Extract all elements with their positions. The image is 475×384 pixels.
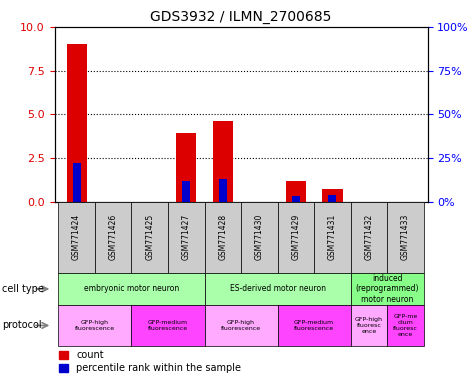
- Text: protocol: protocol: [2, 320, 42, 331]
- Bar: [351, 273, 424, 305]
- Bar: [323, 189, 342, 202]
- Text: GFP-high
fluorescence: GFP-high fluorescence: [221, 320, 261, 331]
- Text: GSM771429: GSM771429: [291, 214, 300, 260]
- Text: GSM771425: GSM771425: [145, 214, 154, 260]
- Bar: [168, 202, 205, 273]
- Bar: [314, 202, 351, 273]
- Bar: [286, 180, 306, 202]
- Bar: [176, 134, 196, 202]
- Text: GSM771431: GSM771431: [328, 214, 337, 260]
- Bar: [205, 273, 351, 305]
- Text: GSM771430: GSM771430: [255, 214, 264, 260]
- Bar: [351, 305, 387, 346]
- Text: embryonic motor neuron: embryonic motor neuron: [84, 285, 179, 293]
- Bar: [219, 179, 227, 202]
- Text: GFP-high
fluoresc
ence: GFP-high fluoresc ence: [355, 317, 383, 334]
- Bar: [351, 202, 387, 273]
- Bar: [132, 202, 168, 273]
- Bar: [73, 163, 81, 202]
- Text: GSM771433: GSM771433: [401, 214, 410, 260]
- Title: GDS3932 / ILMN_2700685: GDS3932 / ILMN_2700685: [151, 10, 332, 25]
- Text: GFP-medium
fluorescence: GFP-medium fluorescence: [148, 320, 188, 331]
- Bar: [277, 202, 314, 273]
- Text: GSM771427: GSM771427: [182, 214, 191, 260]
- Bar: [241, 202, 277, 273]
- Bar: [292, 196, 300, 202]
- Bar: [58, 273, 205, 305]
- Bar: [328, 195, 336, 202]
- Bar: [387, 202, 424, 273]
- Bar: [58, 202, 95, 273]
- Legend: count, percentile rank within the sample: count, percentile rank within the sample: [59, 351, 241, 373]
- Text: GFP-high
fluorescence: GFP-high fluorescence: [75, 320, 115, 331]
- Bar: [213, 121, 233, 202]
- Bar: [205, 202, 241, 273]
- Bar: [182, 180, 190, 202]
- Text: cell type: cell type: [2, 284, 44, 294]
- Text: GSM771432: GSM771432: [364, 214, 373, 260]
- Text: induced
(reprogrammed)
motor neuron: induced (reprogrammed) motor neuron: [356, 274, 419, 304]
- Text: GFP-me
dium
fluoresc
ence: GFP-me dium fluoresc ence: [393, 314, 418, 337]
- Bar: [277, 305, 351, 346]
- Text: GSM771424: GSM771424: [72, 214, 81, 260]
- Text: GSM771428: GSM771428: [218, 214, 227, 260]
- Bar: [58, 305, 132, 346]
- Bar: [66, 44, 86, 202]
- Text: GFP-medium
fluorescence: GFP-medium fluorescence: [294, 320, 334, 331]
- Bar: [387, 305, 424, 346]
- Text: ES-derived motor neuron: ES-derived motor neuron: [229, 285, 326, 293]
- Bar: [132, 305, 205, 346]
- Bar: [205, 305, 277, 346]
- Text: GSM771426: GSM771426: [109, 214, 118, 260]
- Bar: [95, 202, 132, 273]
